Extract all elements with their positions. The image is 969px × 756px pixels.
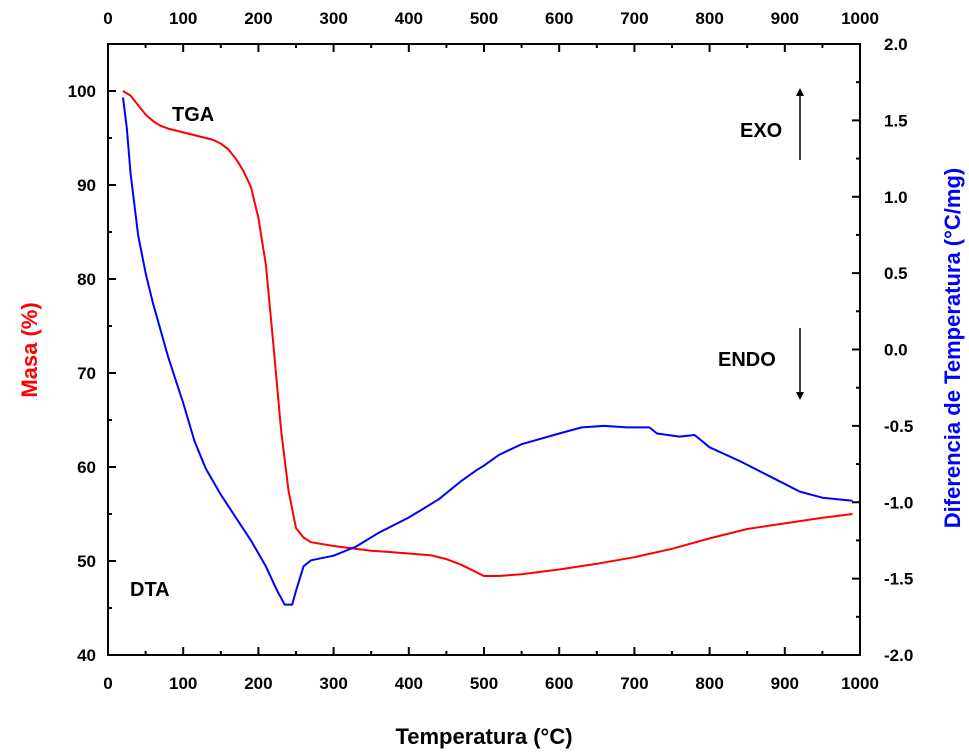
annotation-dta: DTA [130, 579, 170, 601]
x-tick-label: 900 [771, 674, 799, 693]
y-right-tick-label: 1.0 [884, 188, 908, 207]
x-top-tick-label: 0 [103, 9, 112, 28]
y-axis-left-ticks: 40 50 60 70 80 90 100 [68, 82, 116, 665]
y-left-tick-label: 100 [68, 82, 96, 101]
x-tick-label: 400 [395, 674, 423, 693]
x-tick-label: 100 [169, 674, 197, 693]
x-top-tick-label: 900 [771, 9, 799, 28]
y-axis-right-ticks: -2.0 -1.5 -1.0 -0.5 0.0 0.5 1.0 1.5 2.0 [852, 35, 913, 665]
x-tick-label: 200 [244, 674, 272, 693]
y-left-tick-label: 60 [77, 458, 96, 477]
y-right-tick-label: 0.5 [884, 264, 908, 283]
x-tick-label: 600 [545, 674, 573, 693]
y-right-tick-label: -2.0 [884, 646, 913, 665]
x-tick-label: 700 [620, 674, 648, 693]
y-axis-right-label: Diferencia de Temperatura (°C/mg) [940, 168, 965, 528]
annotation-tga: TGA [172, 104, 214, 126]
y-right-tick-label: -0.5 [884, 417, 913, 436]
y-right-tick-label: -1.0 [884, 493, 913, 512]
y-left-tick-label: 90 [77, 176, 96, 195]
x-top-tick-label: 1000 [841, 9, 879, 28]
x-top-tick-label: 800 [695, 9, 723, 28]
y-left-tick-label: 40 [77, 646, 96, 665]
y-right-tick-label: 0.0 [884, 341, 908, 360]
x-top-tick-label: 300 [319, 9, 347, 28]
x-axis-label: Temperatura (°C) [395, 724, 572, 749]
x-top-tick-label: 500 [470, 9, 498, 28]
y-right-tick-label: -1.5 [884, 570, 913, 589]
x-axis-bottom-ticks: 0 100 200 300 400 500 600 700 800 900 1000 [103, 647, 879, 693]
annotation-endo: ENDO [718, 349, 776, 371]
x-tick-label: 800 [695, 674, 723, 693]
series-line-dta [122, 97, 853, 606]
x-top-tick-label: 700 [620, 9, 648, 28]
y-left-tick-label: 80 [77, 270, 96, 289]
y-right-tick-label: 1.5 [884, 111, 908, 130]
x-top-tick-label: 400 [395, 9, 423, 28]
x-top-tick-label: 100 [169, 9, 197, 28]
y-left-tick-label: 70 [77, 364, 96, 383]
x-tick-label: 1000 [841, 674, 879, 693]
x-tick-label: 300 [319, 674, 347, 693]
y-right-tick-label: 2.0 [884, 35, 908, 54]
y-left-tick-label: 50 [77, 552, 96, 571]
x-top-tick-label: 600 [545, 9, 573, 28]
y-axis-left-label: Masa (%) [17, 302, 42, 397]
series-line-tga [122, 90, 853, 577]
x-top-tick-label: 200 [244, 9, 272, 28]
x-axis-top-ticks: 0 100 200 300 400 500 600 700 800 900 1000 [103, 9, 879, 52]
annotation-exo: EXO [740, 120, 782, 142]
x-tick-label: 500 [470, 674, 498, 693]
x-tick-label: 0 [103, 674, 112, 693]
